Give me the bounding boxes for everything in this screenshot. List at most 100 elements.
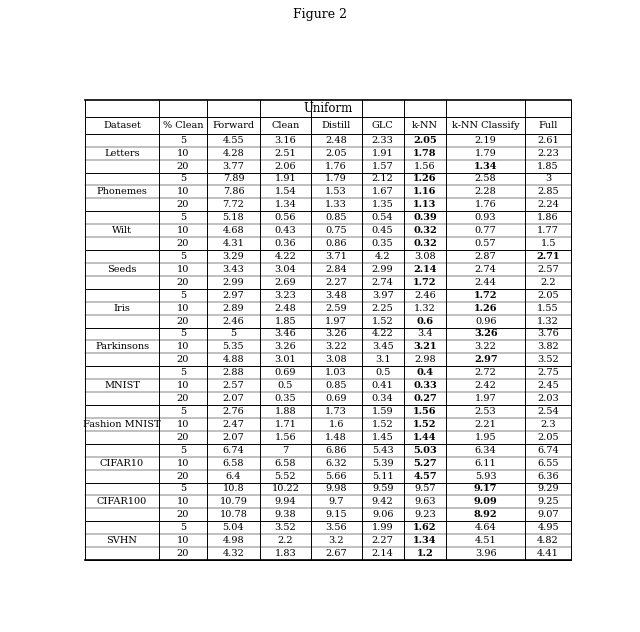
Text: 3.76: 3.76 [537,329,559,339]
Text: 2.58: 2.58 [475,174,497,183]
Text: 2.28: 2.28 [475,188,497,197]
Text: 1.2: 1.2 [417,549,433,558]
Text: 1.34: 1.34 [275,200,296,209]
Text: 3.26: 3.26 [474,329,497,339]
Text: 2.14: 2.14 [372,549,394,558]
Text: 2.97: 2.97 [474,355,497,364]
Text: k-NN: k-NN [412,121,438,130]
Text: 5: 5 [180,174,186,183]
Text: 1.85: 1.85 [538,162,559,171]
Text: 1.16: 1.16 [413,188,436,197]
Text: 3.52: 3.52 [537,355,559,364]
Text: 7.86: 7.86 [223,188,244,197]
Text: 2.71: 2.71 [536,252,560,261]
Text: 2.69: 2.69 [275,278,296,287]
Text: 0.43: 0.43 [275,226,296,235]
Text: 2.88: 2.88 [223,368,244,377]
Text: 2.48: 2.48 [275,303,296,313]
Text: 0.34: 0.34 [372,394,394,403]
Text: 1.95: 1.95 [475,433,497,442]
Text: 4.22: 4.22 [372,329,394,339]
Text: 5.39: 5.39 [372,459,394,468]
Text: 2.74: 2.74 [475,265,497,274]
Text: 0.45: 0.45 [372,226,394,235]
Text: 1.59: 1.59 [372,407,394,416]
Text: Wilt: Wilt [112,226,132,235]
Text: 0.57: 0.57 [475,239,497,248]
Text: 1.56: 1.56 [275,433,296,442]
Text: 2.25: 2.25 [372,303,394,313]
Text: Distill: Distill [321,121,351,130]
Text: 0.32: 0.32 [413,226,437,235]
Text: 1.44: 1.44 [413,433,436,442]
Text: Parkinsons: Parkinsons [95,343,149,351]
Text: 3: 3 [545,174,551,183]
Text: 3.23: 3.23 [275,291,296,300]
Text: CIFAR10: CIFAR10 [100,459,144,468]
Text: 2.85: 2.85 [538,188,559,197]
Text: 4.57: 4.57 [413,471,437,480]
Text: 6.36: 6.36 [538,471,559,480]
Text: 2.45: 2.45 [537,381,559,390]
Text: 2.2: 2.2 [278,536,293,545]
Text: 2.44: 2.44 [475,278,497,287]
Text: 9.42: 9.42 [372,497,394,506]
Text: 1.53: 1.53 [325,188,347,197]
Text: 10.8: 10.8 [223,485,244,494]
Text: 2.57: 2.57 [223,381,244,390]
Text: 1.34: 1.34 [474,162,497,171]
Text: 2.72: 2.72 [475,368,497,377]
Text: 0.69: 0.69 [325,394,347,403]
Text: 9.63: 9.63 [414,497,436,506]
Text: 3.52: 3.52 [275,523,296,532]
Text: 9.94: 9.94 [275,497,296,506]
Text: 1.48: 1.48 [325,433,347,442]
Text: Forward: Forward [212,121,255,130]
Text: 1.76: 1.76 [325,162,347,171]
Text: 10: 10 [177,188,189,197]
Text: 20: 20 [177,239,189,248]
Text: 1.6: 1.6 [328,420,344,429]
Text: 2.75: 2.75 [537,368,559,377]
Text: 6.74: 6.74 [537,446,559,455]
Text: 5: 5 [180,291,186,300]
Text: 1.85: 1.85 [275,317,296,325]
Text: Dataset: Dataset [103,121,141,130]
Text: 7.72: 7.72 [223,200,244,209]
Text: 9.23: 9.23 [414,510,436,520]
Text: 2.97: 2.97 [223,291,244,300]
Text: 5: 5 [180,329,186,339]
Text: 10: 10 [177,497,189,506]
Text: 3.77: 3.77 [223,162,244,171]
Text: Clean: Clean [271,121,300,130]
Text: 6.86: 6.86 [325,446,347,455]
Text: 4.55: 4.55 [223,136,244,145]
Text: 3.4: 3.4 [417,329,433,339]
Text: 3.96: 3.96 [475,549,497,558]
Text: 5: 5 [180,136,186,145]
Text: 5: 5 [180,252,186,261]
Text: 2.57: 2.57 [537,265,559,274]
Text: Full: Full [538,121,558,130]
Text: 2.42: 2.42 [475,381,497,390]
Text: 1.45: 1.45 [372,433,394,442]
Text: 1.79: 1.79 [475,149,497,157]
Text: MNIST: MNIST [104,381,140,390]
Text: 0.54: 0.54 [372,213,394,222]
Text: 2.27: 2.27 [325,278,347,287]
Text: 2.99: 2.99 [372,265,394,274]
Text: 5: 5 [180,485,186,494]
Text: 0.77: 0.77 [475,226,497,235]
Text: 4.82: 4.82 [537,536,559,545]
Text: 2.67: 2.67 [325,549,347,558]
Text: 1.77: 1.77 [537,226,559,235]
Text: 2.33: 2.33 [372,136,394,145]
Text: 1.72: 1.72 [413,278,436,287]
Text: 20: 20 [177,317,189,325]
Text: 0.5: 0.5 [375,368,390,377]
Text: 5.11: 5.11 [372,471,394,480]
Text: 20: 20 [177,510,189,520]
Text: 20: 20 [177,433,189,442]
Text: 9.98: 9.98 [325,485,347,494]
Text: 4.68: 4.68 [223,226,244,235]
